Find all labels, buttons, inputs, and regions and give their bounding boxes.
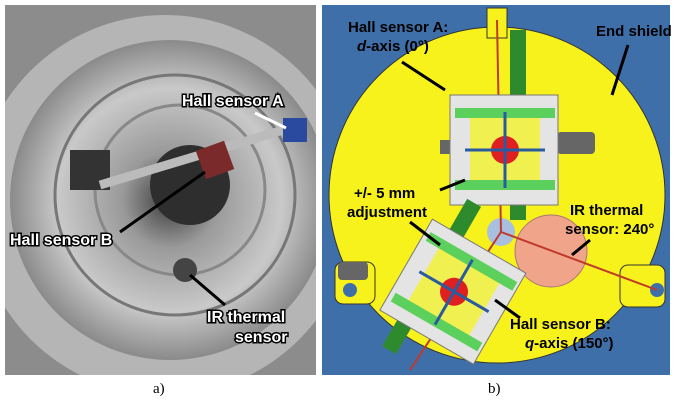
photo [0,5,355,395]
caption: b) [488,381,501,397]
label: q [525,335,534,352]
label: sensor: 240° [565,221,654,238]
label: Hall sensor B [10,232,112,249]
label: IR thermal [570,202,643,219]
caption: a) [153,381,165,397]
label: Hall sensor B: [510,316,611,333]
label: q-axis (150°) [525,335,614,352]
label: Hall sensor A: [348,19,448,36]
label: Hall sensor A [182,93,284,110]
label: -axis (0°) [366,38,429,55]
figure: Hall sensor A Hall sensor B IR thermal s… [0,0,675,402]
label: IR thermal [207,309,285,326]
label: End shield [596,23,672,40]
label: adjustment [347,204,427,221]
label: -axis (150°) [534,335,613,352]
label: sensor [235,329,287,346]
label: +/- 5 mm [354,185,415,202]
label: d-axis (0°) [357,38,429,55]
